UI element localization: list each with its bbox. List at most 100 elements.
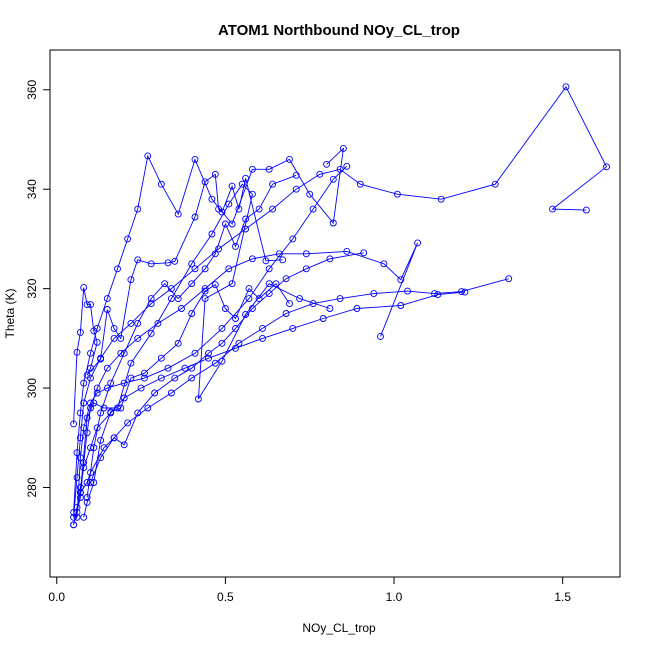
series-group [70, 83, 610, 529]
data-point [235, 205, 243, 213]
data-point [191, 213, 199, 221]
x-tick-label: 0.0 [48, 590, 65, 604]
series-4 [70, 144, 347, 516]
data-point [70, 420, 78, 428]
data-point [208, 230, 216, 238]
data-point [353, 305, 361, 312]
data-point [147, 295, 155, 303]
y-axis-label: Theta (K) [3, 288, 17, 338]
series-line [73, 85, 608, 518]
data-point [151, 389, 159, 397]
data-point [404, 287, 411, 295]
data-point [265, 280, 273, 288]
data-point [211, 281, 219, 289]
data-point [80, 424, 88, 432]
data-point [232, 315, 239, 322]
data-point [188, 280, 196, 288]
data-point [380, 260, 388, 268]
data-point [309, 205, 317, 213]
data-point [76, 489, 84, 496]
data-point [127, 319, 135, 327]
data-point [393, 190, 401, 198]
data-point [117, 404, 125, 412]
series-2 [70, 239, 422, 529]
data-point [549, 205, 556, 213]
data-point [360, 249, 368, 257]
data-point [134, 205, 142, 213]
data-point [110, 334, 118, 342]
series-line [73, 278, 509, 525]
data-point [140, 374, 148, 382]
data-point [100, 404, 108, 412]
data-point [201, 178, 209, 186]
data-point [178, 305, 185, 312]
data-point [329, 175, 337, 183]
data-point [242, 215, 250, 223]
series-9 [80, 280, 293, 521]
data-point [505, 275, 513, 283]
data-point [370, 290, 378, 298]
data-point [93, 389, 101, 397]
data-point [114, 265, 121, 273]
data-point [562, 83, 570, 91]
data-point [286, 155, 293, 163]
data-point [265, 290, 273, 298]
data-point [127, 359, 135, 367]
data-point [255, 295, 263, 303]
series-11 [87, 249, 368, 486]
data-point [225, 265, 233, 273]
data-point [154, 319, 162, 327]
data-point [289, 235, 297, 243]
data-point [144, 152, 152, 160]
data-point [127, 374, 135, 382]
data-point [93, 384, 101, 392]
data-point [188, 260, 196, 268]
data-point [107, 379, 115, 387]
data-point [161, 280, 169, 288]
data-point [73, 348, 81, 356]
data-point [147, 260, 155, 268]
data-point [144, 404, 152, 412]
data-point [80, 464, 88, 472]
data-point [431, 290, 438, 298]
data-point [83, 414, 91, 422]
data-point [103, 306, 111, 313]
data-point [157, 180, 165, 188]
data-point [83, 429, 91, 437]
data-point [437, 195, 445, 203]
series-line [83, 283, 290, 518]
data-point [221, 220, 229, 228]
data-point [191, 155, 199, 163]
data-point [90, 444, 98, 452]
data-point [292, 171, 300, 179]
y-axis: 280 300 320 340 360 [25, 79, 51, 498]
data-point [269, 205, 277, 213]
data-point [238, 180, 246, 188]
data-point [343, 247, 351, 255]
y-tick-label: 300 [25, 378, 39, 398]
data-point [191, 349, 199, 357]
data-point [255, 205, 263, 213]
y-tick-label: 340 [25, 179, 39, 199]
data-point [245, 285, 253, 293]
data-point [306, 190, 314, 198]
y-tick-label: 280 [25, 477, 39, 497]
y-tick-label: 360 [25, 79, 39, 99]
data-point [326, 255, 334, 263]
data-point [218, 357, 226, 365]
data-point [188, 310, 196, 317]
data-point [397, 276, 405, 284]
data-point [201, 295, 209, 303]
data-point [248, 165, 256, 173]
data-point [83, 498, 91, 506]
data-point [174, 339, 182, 347]
data-point [103, 384, 111, 392]
data-point [232, 344, 239, 352]
data-point [80, 284, 88, 292]
data-point [97, 436, 105, 444]
data-point [269, 180, 277, 188]
x-tick-label: 0.5 [217, 590, 234, 604]
data-point [124, 419, 132, 427]
data-point [211, 170, 219, 178]
